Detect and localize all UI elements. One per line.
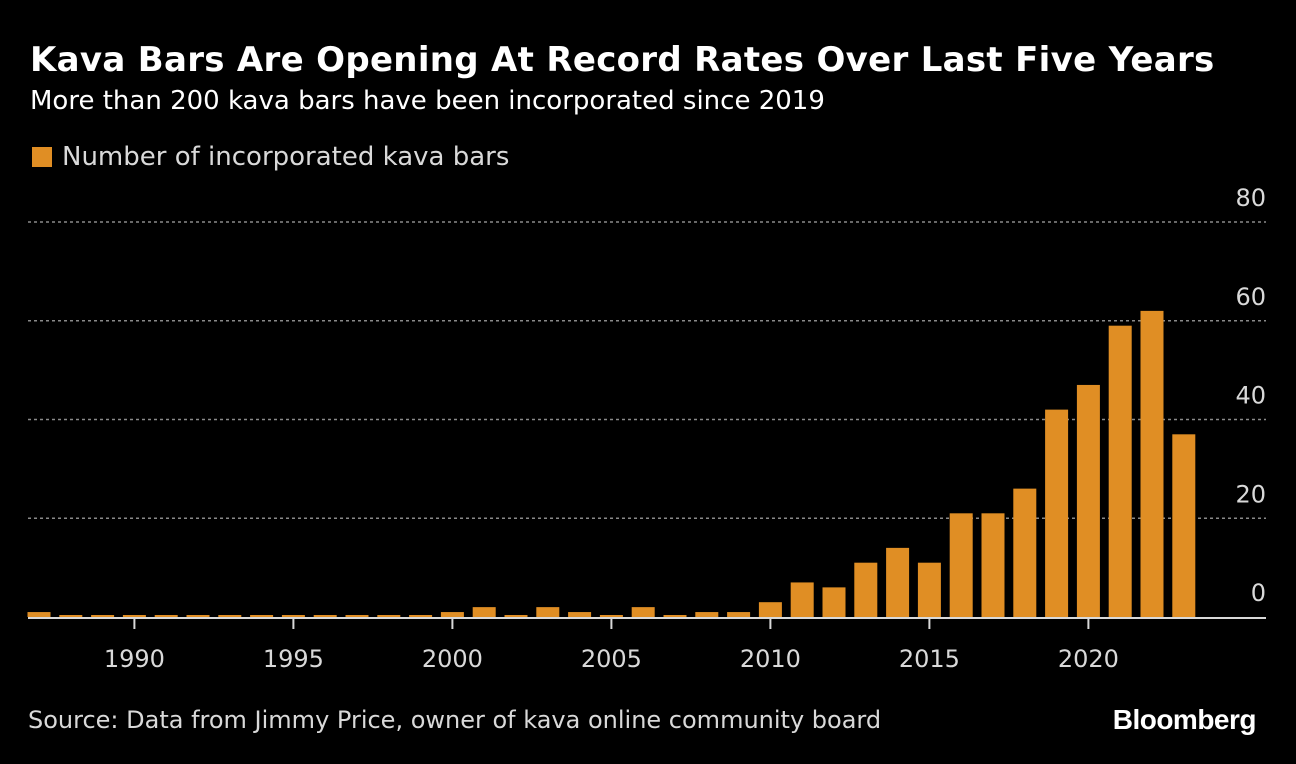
- x-axis: [28, 617, 1266, 629]
- x-tick-label-1990: 1990: [104, 645, 165, 673]
- bar-2011: [790, 582, 814, 617]
- bar-2007: [663, 615, 687, 617]
- legend-label: Number of incorporated kava bars: [62, 142, 510, 172]
- bar-1992: [186, 615, 210, 617]
- bar-2006: [631, 607, 655, 617]
- bar-1991: [154, 615, 178, 617]
- legend: Number of incorporated kava bars: [32, 142, 509, 172]
- bar-2000: [440, 612, 464, 617]
- bar-2001: [472, 607, 496, 617]
- source-note: Source: Data from Jimmy Price, owner of …: [28, 706, 882, 734]
- bar-2023: [1172, 434, 1196, 617]
- bar-2017: [981, 513, 1005, 617]
- y-tick-label-0: 0: [1251, 579, 1266, 607]
- bar-1988: [59, 615, 83, 617]
- y-tick-label-40: 40: [1235, 382, 1266, 410]
- bloomberg-logo: Bloomberg: [1112, 704, 1257, 735]
- bar-1996: [313, 615, 337, 617]
- bar-1993: [218, 615, 242, 617]
- x-axis-labels: 1990 1995 2000 2005 2010 2015 2020: [104, 645, 1119, 673]
- bar-1995: [281, 615, 305, 617]
- bar-2012: [822, 587, 846, 617]
- legend-swatch: [32, 147, 52, 167]
- x-tick-label-2015: 2015: [899, 645, 960, 673]
- bar-2020: [1076, 384, 1100, 617]
- bars: [27, 310, 1196, 617]
- bar-1987: [27, 612, 51, 617]
- chart-title: Kava Bars Are Opening At Record Rates Ov…: [30, 40, 1215, 80]
- y-tick-label-80: 80: [1235, 184, 1266, 212]
- x-tick-label-1995: 1995: [263, 645, 324, 673]
- x-tick-label-2020: 2020: [1058, 645, 1119, 673]
- bar-2008: [695, 612, 719, 617]
- gridlines: [28, 221, 1266, 519]
- x-tick-label-2005: 2005: [581, 645, 642, 673]
- bar-1994: [250, 615, 274, 617]
- bar-2013: [854, 562, 878, 617]
- y-tick-label-20: 20: [1235, 480, 1266, 508]
- bar-2002: [504, 615, 528, 617]
- bar-2021: [1108, 325, 1132, 617]
- bar-1997: [345, 615, 369, 617]
- x-tick-label-2010: 2010: [740, 645, 801, 673]
- bar-1998: [377, 615, 401, 617]
- bar-1990: [122, 615, 146, 617]
- bar-2019: [1045, 409, 1069, 617]
- y-axis-labels: 0 20 40 60 80: [1235, 184, 1266, 607]
- bar-1999: [409, 615, 433, 617]
- bar-2014: [886, 547, 910, 617]
- bar-2005: [599, 615, 623, 617]
- chart-subtitle: More than 200 kava bars have been incorp…: [30, 86, 825, 116]
- bar-2004: [568, 612, 592, 617]
- bar-1989: [91, 615, 115, 617]
- x-tick-label-2000: 2000: [422, 645, 483, 673]
- bar-2009: [727, 612, 751, 617]
- bar-2018: [1013, 488, 1037, 617]
- bar-2016: [949, 513, 973, 617]
- bar-2010: [758, 602, 782, 617]
- bar-2003: [536, 607, 560, 617]
- y-tick-label-60: 60: [1235, 283, 1266, 311]
- bar-2015: [917, 562, 941, 617]
- bar-2022: [1140, 310, 1164, 617]
